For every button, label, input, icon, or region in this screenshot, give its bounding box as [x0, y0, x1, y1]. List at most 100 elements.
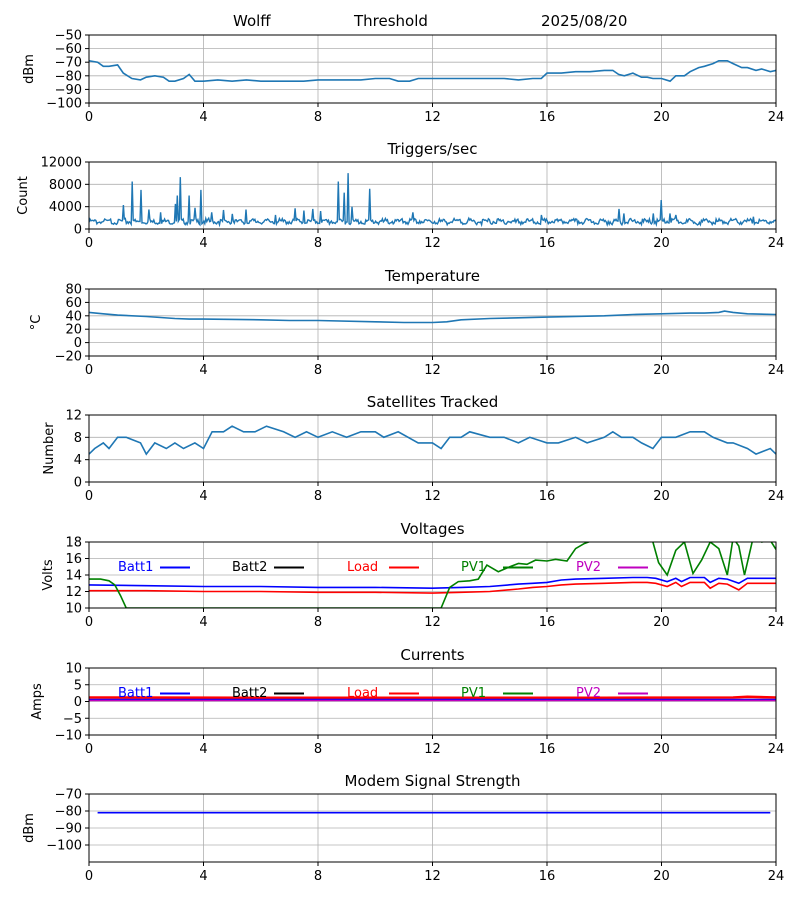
x-tick-label: 12	[424, 110, 441, 125]
y-tick-label: −5	[63, 712, 82, 727]
x-tick-label: 0	[85, 742, 93, 757]
y-tick-label: 20	[65, 323, 82, 338]
y-tick-label: −50	[55, 29, 82, 44]
triggers-series-group	[89, 173, 776, 228]
voltages-line-load	[89, 581, 776, 594]
x-tick-label: 20	[653, 110, 670, 125]
x-tick-label: 4	[199, 742, 207, 757]
triggers-panel: 0 4 8 12 16 20 24 0 4000 8000 12000 Triggers/sec Cou…	[16, 140, 784, 251]
legend-label-pv1: PV1	[461, 686, 486, 701]
temperature-title: Temperature	[384, 267, 480, 285]
x-tick-label: 0	[85, 615, 93, 630]
legend-label-load: Load	[347, 560, 378, 575]
x-tick-label: 12	[424, 742, 441, 757]
y-tick-label: 5	[74, 678, 82, 693]
x-tick-label: 24	[768, 489, 785, 504]
header-station: Wolff	[233, 12, 271, 30]
y-tick-label: 16	[65, 552, 82, 567]
x-tick-label: 8	[314, 363, 322, 378]
y-tick-label: 18	[65, 536, 82, 551]
temperature-series-group	[89, 310, 776, 324]
header-date: 2025/08/20	[541, 12, 628, 30]
y-tick-label: 0	[74, 695, 82, 710]
x-tick-label: 8	[314, 869, 322, 884]
y-tick-label: 14	[65, 569, 82, 584]
x-tick-label: 4	[199, 363, 207, 378]
y-tick-label: 40	[65, 309, 82, 324]
y-tick-label: 80	[65, 283, 82, 298]
temperature-ylabel: °C	[29, 315, 44, 331]
legend-label-batt2: Batt2	[232, 686, 267, 701]
y-tick-label: 60	[65, 296, 82, 311]
modem-title: Modem Signal Strength	[345, 772, 521, 790]
x-tick-label: 0	[85, 236, 93, 251]
y-tick-label: −90	[55, 83, 82, 98]
x-tick-label: 0	[85, 363, 93, 378]
header-trigger: Threshold	[354, 12, 428, 30]
y-tick-label: 4	[74, 453, 82, 468]
triggers-ylabel: Count	[16, 176, 31, 215]
x-tick-label: 8	[314, 236, 322, 251]
x-tick-label: 20	[653, 742, 670, 757]
x-tick-label: 20	[653, 615, 670, 630]
x-tick-label: 24	[768, 742, 785, 757]
legend-label-pv2: PV2	[576, 686, 601, 701]
y-tick-label: −70	[55, 56, 82, 71]
y-tick-label: 0	[74, 476, 82, 491]
x-tick-label: 20	[653, 489, 670, 504]
y-tick-label: −80	[55, 69, 82, 84]
y-tick-label: 10	[65, 662, 82, 677]
currents-ylabel: Amps	[30, 683, 45, 720]
y-tick-label: −80	[55, 805, 82, 820]
x-tick-label: 12	[424, 363, 441, 378]
x-tick-label: 0	[85, 110, 93, 125]
satellites-ylabel: Number	[42, 422, 57, 475]
voltages-line-pv1	[89, 542, 776, 608]
y-tick-label: 12	[65, 585, 82, 600]
x-tick-label: 16	[539, 615, 556, 630]
x-tick-label: 12	[424, 236, 441, 251]
x-tick-label: 24	[768, 363, 785, 378]
satellites-panel: 0 4 8 12 16 20 24 0 4 8 12 Satellites Tracked Number	[42, 393, 784, 504]
x-tick-label: 16	[539, 869, 556, 884]
satellites-line-satellites	[89, 425, 776, 456]
modem-panel: 0 4 8 12 16 20 24 −100 −90 −80 −70 Modem Signal Str…	[22, 772, 784, 884]
x-tick-label: 16	[539, 110, 556, 125]
legend-label-batt2: Batt2	[232, 560, 267, 575]
satellites-series-group	[89, 425, 776, 456]
voltages-series-group	[89, 542, 776, 608]
currents-series-group	[89, 695, 776, 702]
y-tick-label: 0	[74, 223, 82, 238]
x-tick-label: 4	[199, 615, 207, 630]
y-tick-label: −100	[46, 97, 82, 112]
noise-panel: 0 4 8 12 16 20 24 −100−90−80−70−60−50 dBm	[22, 29, 784, 126]
legend-label-pv1: PV1	[461, 560, 486, 575]
x-tick-label: 4	[199, 869, 207, 884]
x-tick-label: 20	[653, 236, 670, 251]
noise-series-group	[89, 59, 776, 83]
legend-label-pv2: PV2	[576, 560, 601, 575]
legend-label-batt1: Batt1	[118, 560, 153, 575]
legend-label-load: Load	[347, 686, 378, 701]
x-tick-label: 8	[314, 742, 322, 757]
x-tick-label: 24	[768, 869, 785, 884]
x-tick-label: 24	[768, 615, 785, 630]
x-tick-label: 16	[539, 489, 556, 504]
x-tick-label: 16	[539, 742, 556, 757]
x-tick-label: 20	[653, 869, 670, 884]
currents-title: Currents	[400, 646, 464, 664]
currents-legend: Batt1 Batt2 Load PV1 PV2	[118, 686, 648, 701]
y-tick-label: 0	[74, 336, 82, 351]
temperature-line-temperature	[89, 310, 776, 324]
y-tick-label: 8	[74, 431, 82, 446]
x-tick-label: 16	[539, 363, 556, 378]
x-tick-label: 4	[199, 236, 207, 251]
y-tick-label: 8000	[49, 178, 82, 193]
x-tick-label: 0	[85, 869, 93, 884]
x-tick-label: 4	[199, 110, 207, 125]
x-tick-label: 8	[314, 615, 322, 630]
modem-ylabel: dBm	[22, 813, 37, 843]
